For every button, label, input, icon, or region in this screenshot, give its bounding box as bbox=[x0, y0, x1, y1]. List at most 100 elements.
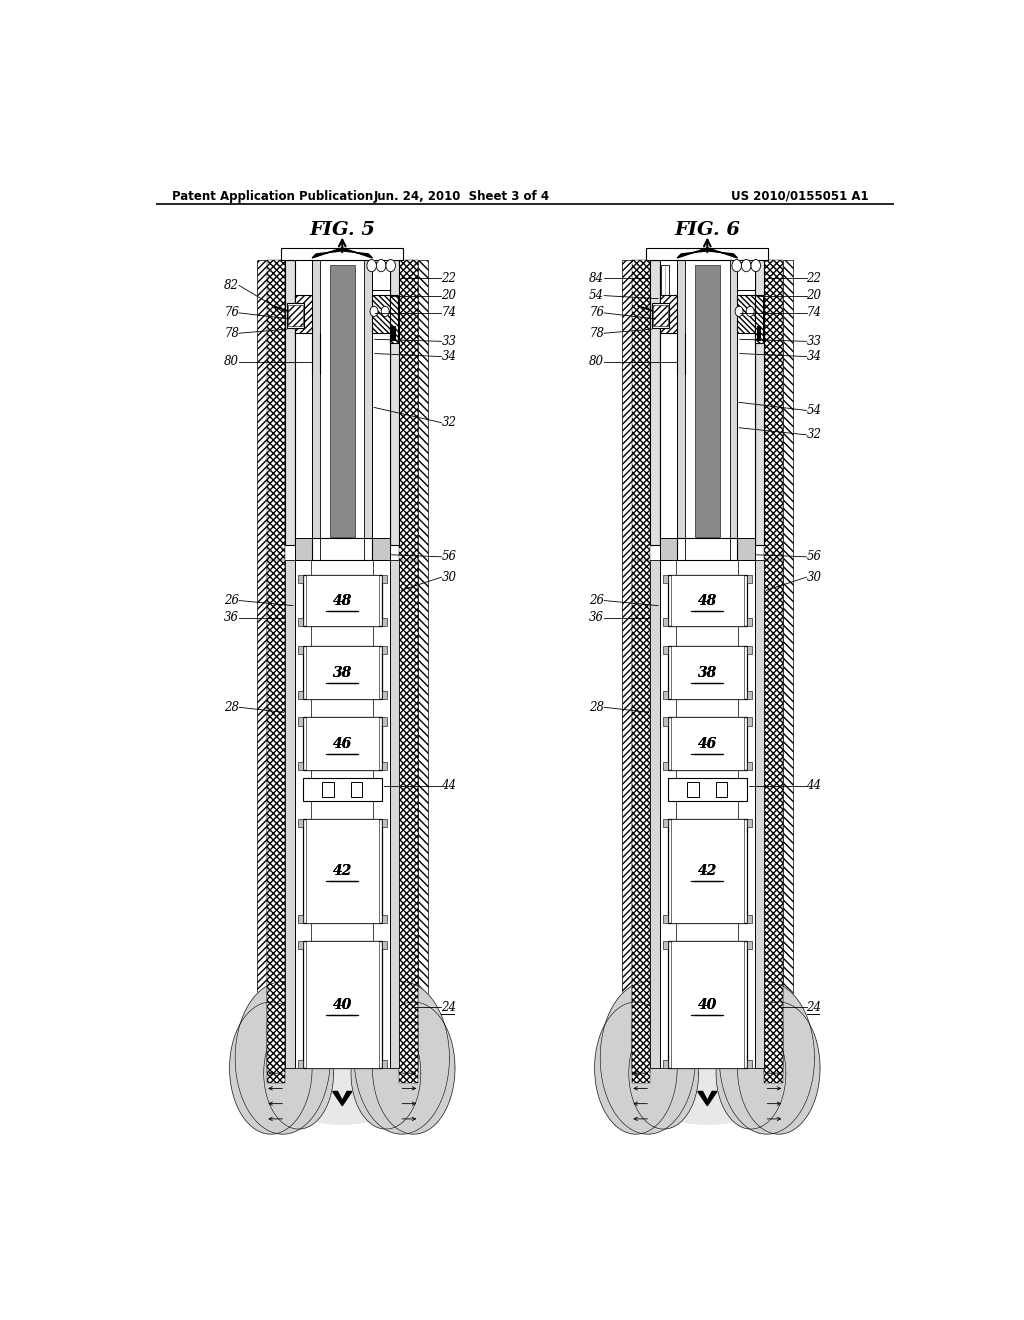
Bar bbox=[659, 260, 677, 545]
Bar bbox=[390, 560, 399, 1068]
Bar bbox=[748, 690, 752, 700]
Bar bbox=[303, 718, 382, 771]
Text: 28: 28 bbox=[224, 701, 240, 714]
Circle shape bbox=[741, 260, 751, 272]
Polygon shape bbox=[716, 1018, 785, 1129]
Text: 32: 32 bbox=[807, 429, 821, 441]
Bar bbox=[653, 305, 668, 326]
Circle shape bbox=[751, 260, 761, 272]
Bar bbox=[382, 690, 387, 700]
Bar bbox=[298, 690, 303, 700]
Bar bbox=[373, 560, 390, 1068]
Text: 42: 42 bbox=[697, 863, 717, 878]
Text: 74: 74 bbox=[441, 306, 457, 319]
Bar bbox=[382, 1060, 387, 1068]
Text: 26: 26 bbox=[589, 594, 604, 607]
Bar bbox=[748, 1060, 752, 1068]
Text: 38: 38 bbox=[333, 665, 352, 680]
Text: 22: 22 bbox=[807, 272, 821, 285]
Text: 56: 56 bbox=[807, 550, 821, 564]
Text: 38: 38 bbox=[697, 665, 717, 680]
Polygon shape bbox=[238, 982, 447, 1123]
Bar bbox=[285, 560, 295, 1068]
Bar bbox=[646, 248, 768, 260]
Text: 44: 44 bbox=[441, 779, 457, 792]
Polygon shape bbox=[351, 1018, 421, 1129]
Bar bbox=[390, 294, 398, 343]
Bar bbox=[373, 294, 390, 333]
Text: 84: 84 bbox=[589, 272, 604, 285]
Text: 46: 46 bbox=[333, 737, 352, 751]
Bar bbox=[373, 537, 390, 560]
Bar bbox=[737, 294, 755, 333]
Text: 38: 38 bbox=[333, 665, 352, 680]
Polygon shape bbox=[354, 982, 450, 1134]
Bar bbox=[289, 305, 303, 326]
Bar bbox=[298, 618, 303, 626]
Bar bbox=[632, 1022, 650, 1084]
Text: 48: 48 bbox=[333, 594, 352, 607]
Polygon shape bbox=[629, 1018, 698, 1129]
Bar bbox=[765, 260, 782, 1073]
Bar bbox=[382, 915, 387, 923]
Text: 24: 24 bbox=[807, 1001, 821, 1014]
Bar bbox=[663, 818, 668, 828]
Bar bbox=[671, 818, 743, 923]
Bar bbox=[303, 818, 382, 923]
Text: 36: 36 bbox=[224, 611, 240, 624]
Bar bbox=[267, 560, 285, 1068]
Bar bbox=[663, 762, 668, 771]
Bar bbox=[757, 326, 761, 342]
Text: 34: 34 bbox=[441, 350, 457, 363]
Bar bbox=[391, 326, 396, 342]
Bar bbox=[298, 1060, 303, 1068]
Bar bbox=[373, 263, 390, 289]
Bar bbox=[663, 576, 668, 583]
Text: Patent Application Publication: Patent Application Publication bbox=[172, 190, 373, 202]
Text: 40: 40 bbox=[333, 998, 352, 1011]
Bar bbox=[312, 537, 373, 560]
Bar bbox=[382, 647, 387, 655]
Polygon shape bbox=[600, 982, 695, 1134]
Polygon shape bbox=[677, 248, 737, 257]
Bar bbox=[382, 576, 387, 583]
Bar bbox=[748, 818, 752, 828]
Bar bbox=[303, 576, 382, 626]
Bar bbox=[295, 560, 311, 1068]
Text: 44: 44 bbox=[807, 779, 821, 792]
Polygon shape bbox=[373, 1002, 455, 1134]
Bar bbox=[306, 818, 379, 923]
Bar bbox=[267, 260, 285, 1073]
Text: 30: 30 bbox=[441, 570, 457, 583]
Circle shape bbox=[732, 260, 741, 272]
Bar bbox=[351, 783, 362, 797]
Bar bbox=[298, 915, 303, 923]
Bar bbox=[663, 618, 668, 626]
Circle shape bbox=[367, 260, 377, 272]
Bar bbox=[382, 818, 387, 828]
Bar bbox=[298, 576, 303, 583]
Polygon shape bbox=[719, 982, 814, 1134]
Bar bbox=[306, 576, 379, 626]
Bar bbox=[668, 718, 746, 771]
Bar bbox=[418, 260, 428, 1073]
Polygon shape bbox=[246, 982, 438, 1123]
Circle shape bbox=[381, 306, 389, 317]
Bar bbox=[298, 718, 303, 726]
Polygon shape bbox=[312, 248, 373, 257]
Polygon shape bbox=[697, 1092, 717, 1106]
Bar bbox=[382, 618, 387, 626]
Bar bbox=[295, 560, 311, 1068]
Polygon shape bbox=[333, 1092, 352, 1106]
Bar bbox=[668, 818, 746, 923]
Bar bbox=[651, 302, 670, 329]
Text: 40: 40 bbox=[333, 998, 352, 1011]
Bar bbox=[373, 560, 390, 1068]
Text: 34: 34 bbox=[807, 350, 821, 363]
Bar bbox=[755, 560, 765, 1068]
Polygon shape bbox=[611, 982, 804, 1123]
Bar bbox=[295, 294, 312, 333]
Bar bbox=[399, 1022, 418, 1084]
Bar bbox=[748, 915, 752, 923]
Bar bbox=[312, 255, 321, 546]
